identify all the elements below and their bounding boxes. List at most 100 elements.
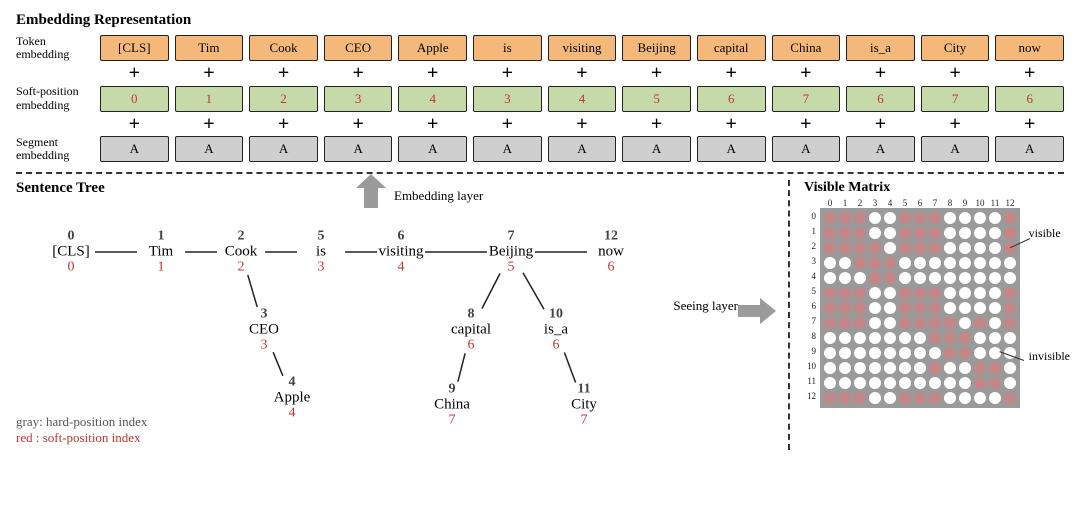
softpos-cell: 1 (175, 86, 244, 112)
matrix-dot (884, 302, 896, 314)
matrix-dot (929, 212, 941, 224)
matrix-dot (929, 242, 941, 254)
matrix-dot (854, 287, 866, 299)
plus-icon: + (249, 112, 318, 136)
matrix-dot (854, 242, 866, 254)
matrix-dot (944, 392, 956, 404)
row-label-token: Token embedding (16, 35, 94, 61)
plus-icon: + (473, 61, 542, 85)
matrix-dot (914, 272, 926, 284)
matrix-dot (914, 257, 926, 269)
matrix-dot (959, 257, 971, 269)
matrix-dot (824, 362, 836, 374)
matrix-dot (989, 257, 1001, 269)
matrix-grid (820, 208, 1020, 408)
token-cell: is_a (846, 35, 915, 61)
matrix-dot (914, 212, 926, 224)
segment-cell: A (548, 136, 617, 162)
matrix-dot (1004, 362, 1016, 374)
matrix-dot (869, 257, 881, 269)
matrix-dot (929, 392, 941, 404)
matrix-dot (959, 332, 971, 344)
matrix-dot (959, 377, 971, 389)
matrix-dot (974, 332, 986, 344)
matrix-dot (1004, 257, 1016, 269)
matrix-dot (929, 272, 941, 284)
segment-cell: A (175, 136, 244, 162)
matrix-dot (929, 287, 941, 299)
tree-node: 1Tim1 (149, 230, 173, 275)
softpos-cell: 3 (473, 86, 542, 112)
softpos-cell: 0 (100, 86, 169, 112)
matrix-dot (839, 362, 851, 374)
token-cell: now (995, 35, 1064, 61)
matrix-dot (974, 377, 986, 389)
plus-icon: + (921, 61, 990, 85)
tree-node: 10is_a6 (544, 308, 568, 353)
matrix-dot (899, 302, 911, 314)
matrix-dot (899, 227, 911, 239)
matrix-dot (959, 212, 971, 224)
plus-icon: + (249, 61, 318, 85)
matrix-dot (944, 302, 956, 314)
matrix-dot (839, 332, 851, 344)
embedding-title: Embedding Representation (16, 12, 1064, 29)
embedding-grid: Token embedding [CLS] Tim Cook CEO Apple… (16, 35, 1064, 162)
matrix-dot (854, 347, 866, 359)
plus-icon: + (100, 112, 169, 136)
matrix-dot (824, 302, 836, 314)
matrix-dot (989, 242, 1001, 254)
matrix-dot (839, 287, 851, 299)
matrix-dot (884, 272, 896, 284)
matrix-dot (884, 227, 896, 239)
plus-icon: + (697, 61, 766, 85)
tree-node: 7Beijing5 (489, 230, 533, 275)
matrix-dot (869, 362, 881, 374)
matrix-dot (839, 257, 851, 269)
softpos-cell: 7 (772, 86, 841, 112)
tree-node: 4Apple4 (274, 376, 311, 421)
vertical-dashed-divider (788, 180, 790, 450)
matrix-dot (899, 347, 911, 359)
row-label-softpos: Soft-position embedding (16, 85, 94, 111)
matrix-dot (959, 317, 971, 329)
token-cell: Tim (175, 35, 244, 61)
matrix-dot (959, 347, 971, 359)
matrix-dot (854, 377, 866, 389)
matrix-dot (914, 347, 926, 359)
plus-icon: + (846, 112, 915, 136)
matrix-dot (929, 362, 941, 374)
plus-icon: + (995, 112, 1064, 136)
segment-cell: A (398, 136, 467, 162)
matrix-dot (959, 392, 971, 404)
plus-icon: + (324, 112, 393, 136)
matrix-dot (854, 332, 866, 344)
matrix-dot (839, 227, 851, 239)
matrix-dot (899, 362, 911, 374)
matrix-dot (854, 227, 866, 239)
matrix-dot (944, 377, 956, 389)
matrix-dot (914, 362, 926, 374)
matrix-dot (989, 317, 1001, 329)
matrix-dot (869, 392, 881, 404)
tree-node: 9China7 (434, 383, 470, 428)
plus-icon: + (846, 61, 915, 85)
matrix-dot (944, 257, 956, 269)
matrix-dot (884, 392, 896, 404)
matrix-dot (854, 317, 866, 329)
matrix-dot (869, 377, 881, 389)
matrix-dot (899, 272, 911, 284)
matrix-dot (824, 347, 836, 359)
softpos-cell: 6 (995, 86, 1064, 112)
token-cell: is (473, 35, 542, 61)
matrix-dot (1004, 287, 1016, 299)
matrix-dot (854, 362, 866, 374)
plus-icon: + (995, 61, 1064, 85)
tree-legend: gray: hard-position index red : soft-pos… (16, 414, 147, 446)
matrix-dot (854, 257, 866, 269)
matrix-dot (824, 377, 836, 389)
tree-node: 0[CLS]0 (52, 230, 90, 275)
matrix-dot (1004, 317, 1016, 329)
matrix-dot (824, 392, 836, 404)
segment-cell: A (697, 136, 766, 162)
